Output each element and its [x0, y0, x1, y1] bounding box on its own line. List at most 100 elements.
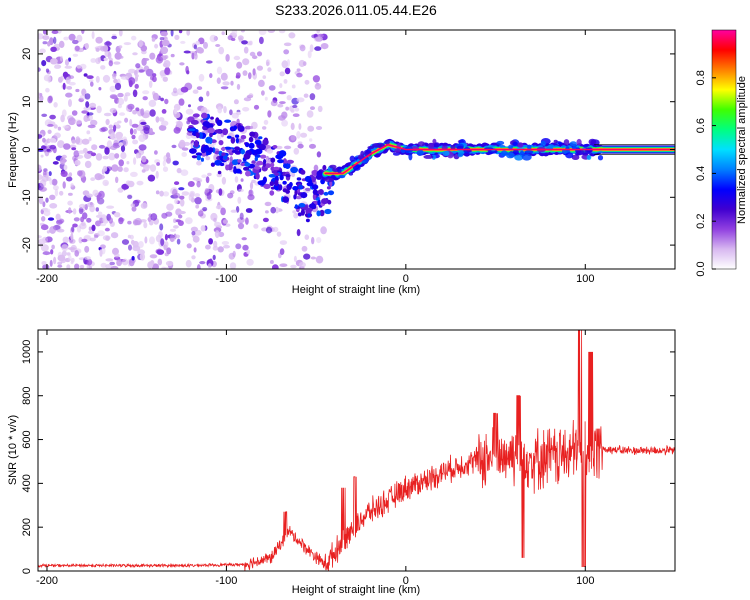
track-blob: [191, 155, 198, 159]
noise-blob: [59, 190, 64, 196]
track-blob: [270, 162, 275, 168]
noise-blob: [176, 121, 183, 128]
noise-blob: [49, 259, 53, 267]
x-tick-label: 0: [403, 273, 409, 285]
noise-blob: [80, 216, 85, 223]
noise-blob: [185, 108, 194, 115]
track-blob: [319, 209, 325, 217]
track-clump: [348, 172, 354, 176]
noise-blob: [286, 59, 290, 67]
noise-blob: [172, 160, 179, 166]
noise-blob: [117, 120, 122, 124]
noise-blob: [290, 109, 295, 113]
noise-blob: [62, 82, 66, 90]
track-blob: [255, 172, 260, 180]
track-blob: [216, 119, 223, 127]
noise-blob: [194, 193, 201, 198]
noise-blob: [262, 75, 267, 79]
noise-blob: [309, 93, 316, 101]
noise-blob: [38, 235, 42, 239]
noise-blob: [38, 196, 44, 205]
noise-blob: [73, 150, 80, 158]
track-clump: [514, 154, 524, 161]
noise-blob: [81, 110, 88, 114]
noise-blob: [298, 123, 302, 130]
noise-blob: [72, 223, 78, 228]
noise-blob: [268, 85, 276, 91]
track-blob: [289, 182, 293, 187]
noise-blob: [119, 112, 126, 116]
track-clump: [423, 154, 434, 159]
noise-blob: [106, 205, 115, 209]
noise-blob: [262, 217, 269, 223]
track-blob: [237, 125, 245, 132]
y-tick-label: 10: [21, 96, 33, 108]
noise-blob: [132, 89, 138, 98]
noise-blob: [87, 202, 95, 208]
noise-blob: [86, 130, 91, 135]
track-blob: [210, 162, 215, 167]
noise-blob: [247, 194, 255, 201]
noise-blob: [49, 194, 56, 200]
noise-blob: [165, 260, 174, 266]
track-clump: [428, 142, 435, 150]
noise-blob: [285, 106, 290, 111]
noise-blob: [259, 36, 264, 45]
noise-blob: [63, 164, 68, 171]
noise-blob: [132, 245, 141, 252]
noise-blob: [265, 210, 269, 214]
noise-blob: [131, 134, 136, 140]
noise-blob: [132, 109, 138, 115]
colorbar-gradient: [711, 29, 737, 270]
y-tick-label: 800: [21, 387, 33, 405]
noise-blob: [307, 125, 315, 132]
noise-blob: [205, 156, 211, 161]
noise-blob: [270, 206, 277, 214]
noise-blob: [68, 33, 76, 41]
noise-blob: [195, 40, 200, 46]
noise-blob: [136, 180, 144, 186]
noise-blob: [95, 153, 103, 161]
noise-blob: [172, 87, 178, 94]
spectrogram-x-ticks: -200 -100 0 100: [36, 30, 594, 285]
track-blob: [263, 158, 267, 165]
noise-blob: [84, 256, 91, 260]
track-blob: [269, 181, 275, 187]
figure-title: S233.2026.011.05.44.E26: [275, 2, 437, 18]
noise-blob: [53, 36, 57, 45]
noise-blob: [127, 220, 132, 225]
track-blob: [207, 147, 214, 153]
snr-frame: [37, 329, 676, 572]
noise-blob: [288, 32, 296, 39]
track-blob: [240, 135, 247, 140]
track-blob: [198, 132, 203, 139]
noise-blob: [81, 238, 88, 243]
noise-blob: [115, 176, 119, 183]
noise-blob: [141, 155, 147, 163]
track-clump: [433, 142, 440, 148]
noise-blob: [173, 126, 181, 134]
noise-blob: [314, 83, 322, 90]
noise-blob: [173, 225, 179, 229]
noise-blob: [142, 58, 150, 61]
track-clump: [416, 149, 424, 156]
noise-blob: [113, 78, 118, 84]
noise-blob: [66, 264, 71, 269]
noise-blob: [150, 213, 158, 221]
noise-blob: [180, 169, 189, 176]
noise-blob: [123, 167, 129, 173]
noise-blob: [286, 95, 292, 101]
noise-blob: [83, 73, 88, 77]
noise-blob: [53, 102, 58, 108]
noise-blob: [296, 131, 301, 139]
noise-blob: [207, 172, 212, 177]
track-blob: [254, 156, 258, 162]
noise-blob: [166, 247, 172, 255]
noise-blob: [67, 200, 73, 206]
noise-blob: [245, 208, 253, 213]
noise-blob: [245, 217, 249, 225]
noise-blob: [138, 39, 143, 48]
track-blob: [219, 162, 225, 167]
noise-blob: [87, 124, 96, 129]
